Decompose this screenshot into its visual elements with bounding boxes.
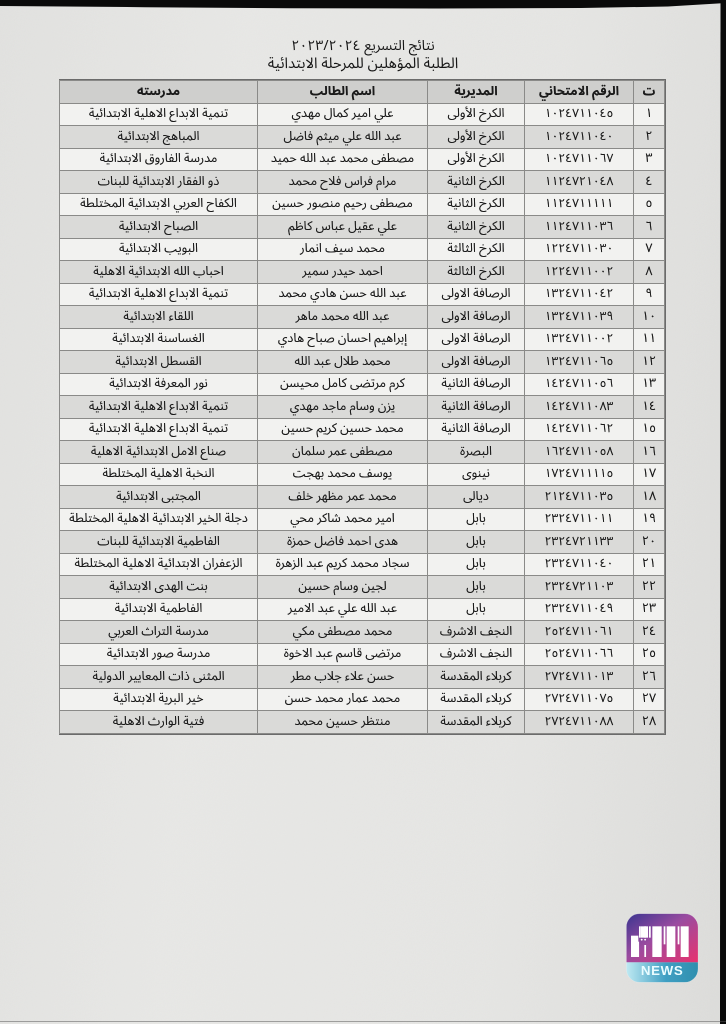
svg-text:NEWS: NEWS (641, 963, 684, 978)
